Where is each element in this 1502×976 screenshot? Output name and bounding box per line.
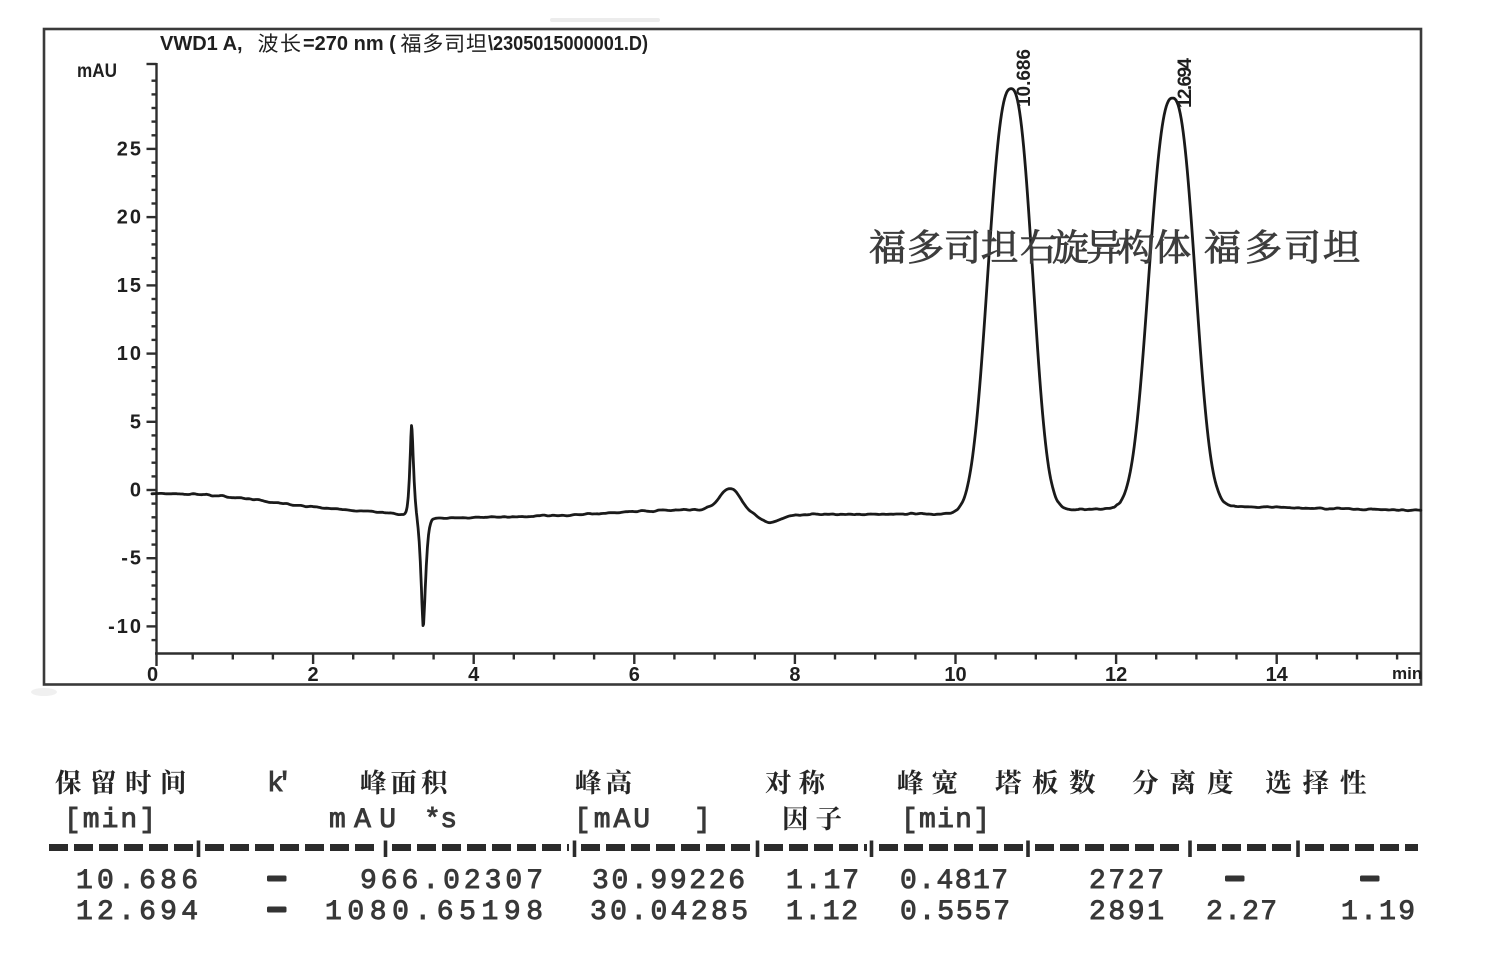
svg-text:-10: -10 bbox=[108, 616, 143, 638]
svg-text:*s: *s bbox=[424, 805, 457, 836]
svg-text:min: min bbox=[1392, 664, 1422, 683]
svg-text:15: 15 bbox=[117, 275, 143, 297]
svg-text:12: 12 bbox=[1105, 664, 1127, 686]
svg-text:1.12: 1.12 bbox=[786, 897, 858, 928]
svg-text:k': k' bbox=[267, 769, 293, 800]
svg-text:2: 2 bbox=[308, 664, 319, 686]
svg-text:10.686: 10.686 bbox=[1014, 49, 1035, 107]
svg-text:12.694: 12.694 bbox=[1175, 58, 1196, 108]
svg-text:0: 0 bbox=[130, 480, 143, 502]
svg-text:2.27: 2.27 bbox=[1206, 897, 1277, 928]
svg-text:14: 14 bbox=[1266, 664, 1289, 686]
svg-text:0: 0 bbox=[147, 664, 158, 686]
svg-text:VWD1 A,: VWD1 A, bbox=[160, 33, 243, 55]
svg-text:8: 8 bbox=[789, 664, 800, 686]
svg-text:10: 10 bbox=[117, 343, 143, 365]
svg-text:966.02307: 966.02307 bbox=[360, 866, 543, 897]
svg-text:4: 4 bbox=[468, 664, 480, 686]
svg-text:20: 20 bbox=[117, 207, 143, 229]
svg-text:0.5557: 0.5557 bbox=[900, 897, 1010, 928]
svg-text:5: 5 bbox=[130, 411, 143, 433]
svg-text:-5: -5 bbox=[121, 548, 143, 570]
svg-text:25: 25 bbox=[117, 138, 143, 160]
svg-text:10: 10 bbox=[944, 664, 966, 686]
svg-text:=270 nm (: =270 nm ( bbox=[303, 33, 396, 55]
svg-text:0.4817: 0.4817 bbox=[900, 866, 1008, 897]
svg-text:\2305015000001.D): \2305015000001.D) bbox=[488, 33, 648, 55]
svg-text:[min]: [min] bbox=[901, 805, 990, 836]
svg-text:6: 6 bbox=[629, 664, 640, 686]
svg-text:mAU: mAU bbox=[329, 805, 396, 836]
svg-text:mAU: mAU bbox=[77, 61, 117, 82]
svg-text:[min]: [min] bbox=[64, 805, 156, 836]
svg-text:]: ] bbox=[694, 805, 711, 836]
svg-text:1.17: 1.17 bbox=[786, 866, 859, 897]
